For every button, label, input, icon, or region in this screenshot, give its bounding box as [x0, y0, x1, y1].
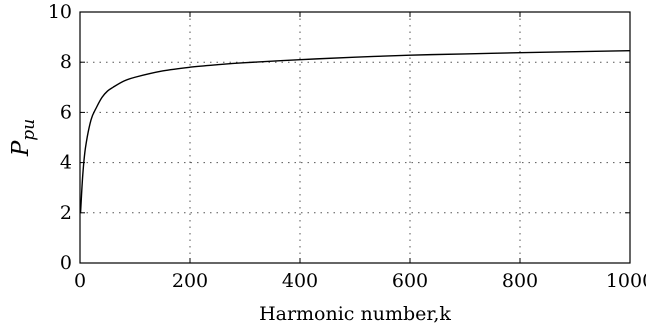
y-tick-label: 8 — [60, 51, 72, 73]
y-tick-label: 4 — [60, 152, 72, 174]
y-tick-label: 6 — [60, 101, 72, 123]
series-line — [79, 49, 631, 213]
series — [79, 49, 631, 213]
plot-frame — [79, 11, 631, 264]
grid — [80, 12, 630, 263]
y-tick-label: 10 — [48, 1, 72, 23]
y-tick-label: 2 — [60, 202, 72, 224]
svg-text:Ppu: Ppu — [8, 119, 39, 157]
y-tick-label: 0 — [60, 252, 72, 274]
x-axis-label: Harmonic number,k — [259, 303, 451, 325]
ticks — [79, 11, 631, 264]
y-axis-label-sub: pu — [19, 119, 39, 141]
x-tick-label: 600 — [392, 270, 428, 292]
x-tick-label: 800 — [502, 270, 538, 292]
x-tick-label: 400 — [282, 270, 318, 292]
x-tick-label: 200 — [172, 270, 208, 292]
x-tick-label: 0 — [74, 270, 86, 292]
y-tick-labels: 0 2 4 6 8 10 — [48, 1, 72, 274]
y-axis-label-main: P — [8, 140, 34, 157]
y-axis-label: Ppu — [8, 119, 39, 157]
